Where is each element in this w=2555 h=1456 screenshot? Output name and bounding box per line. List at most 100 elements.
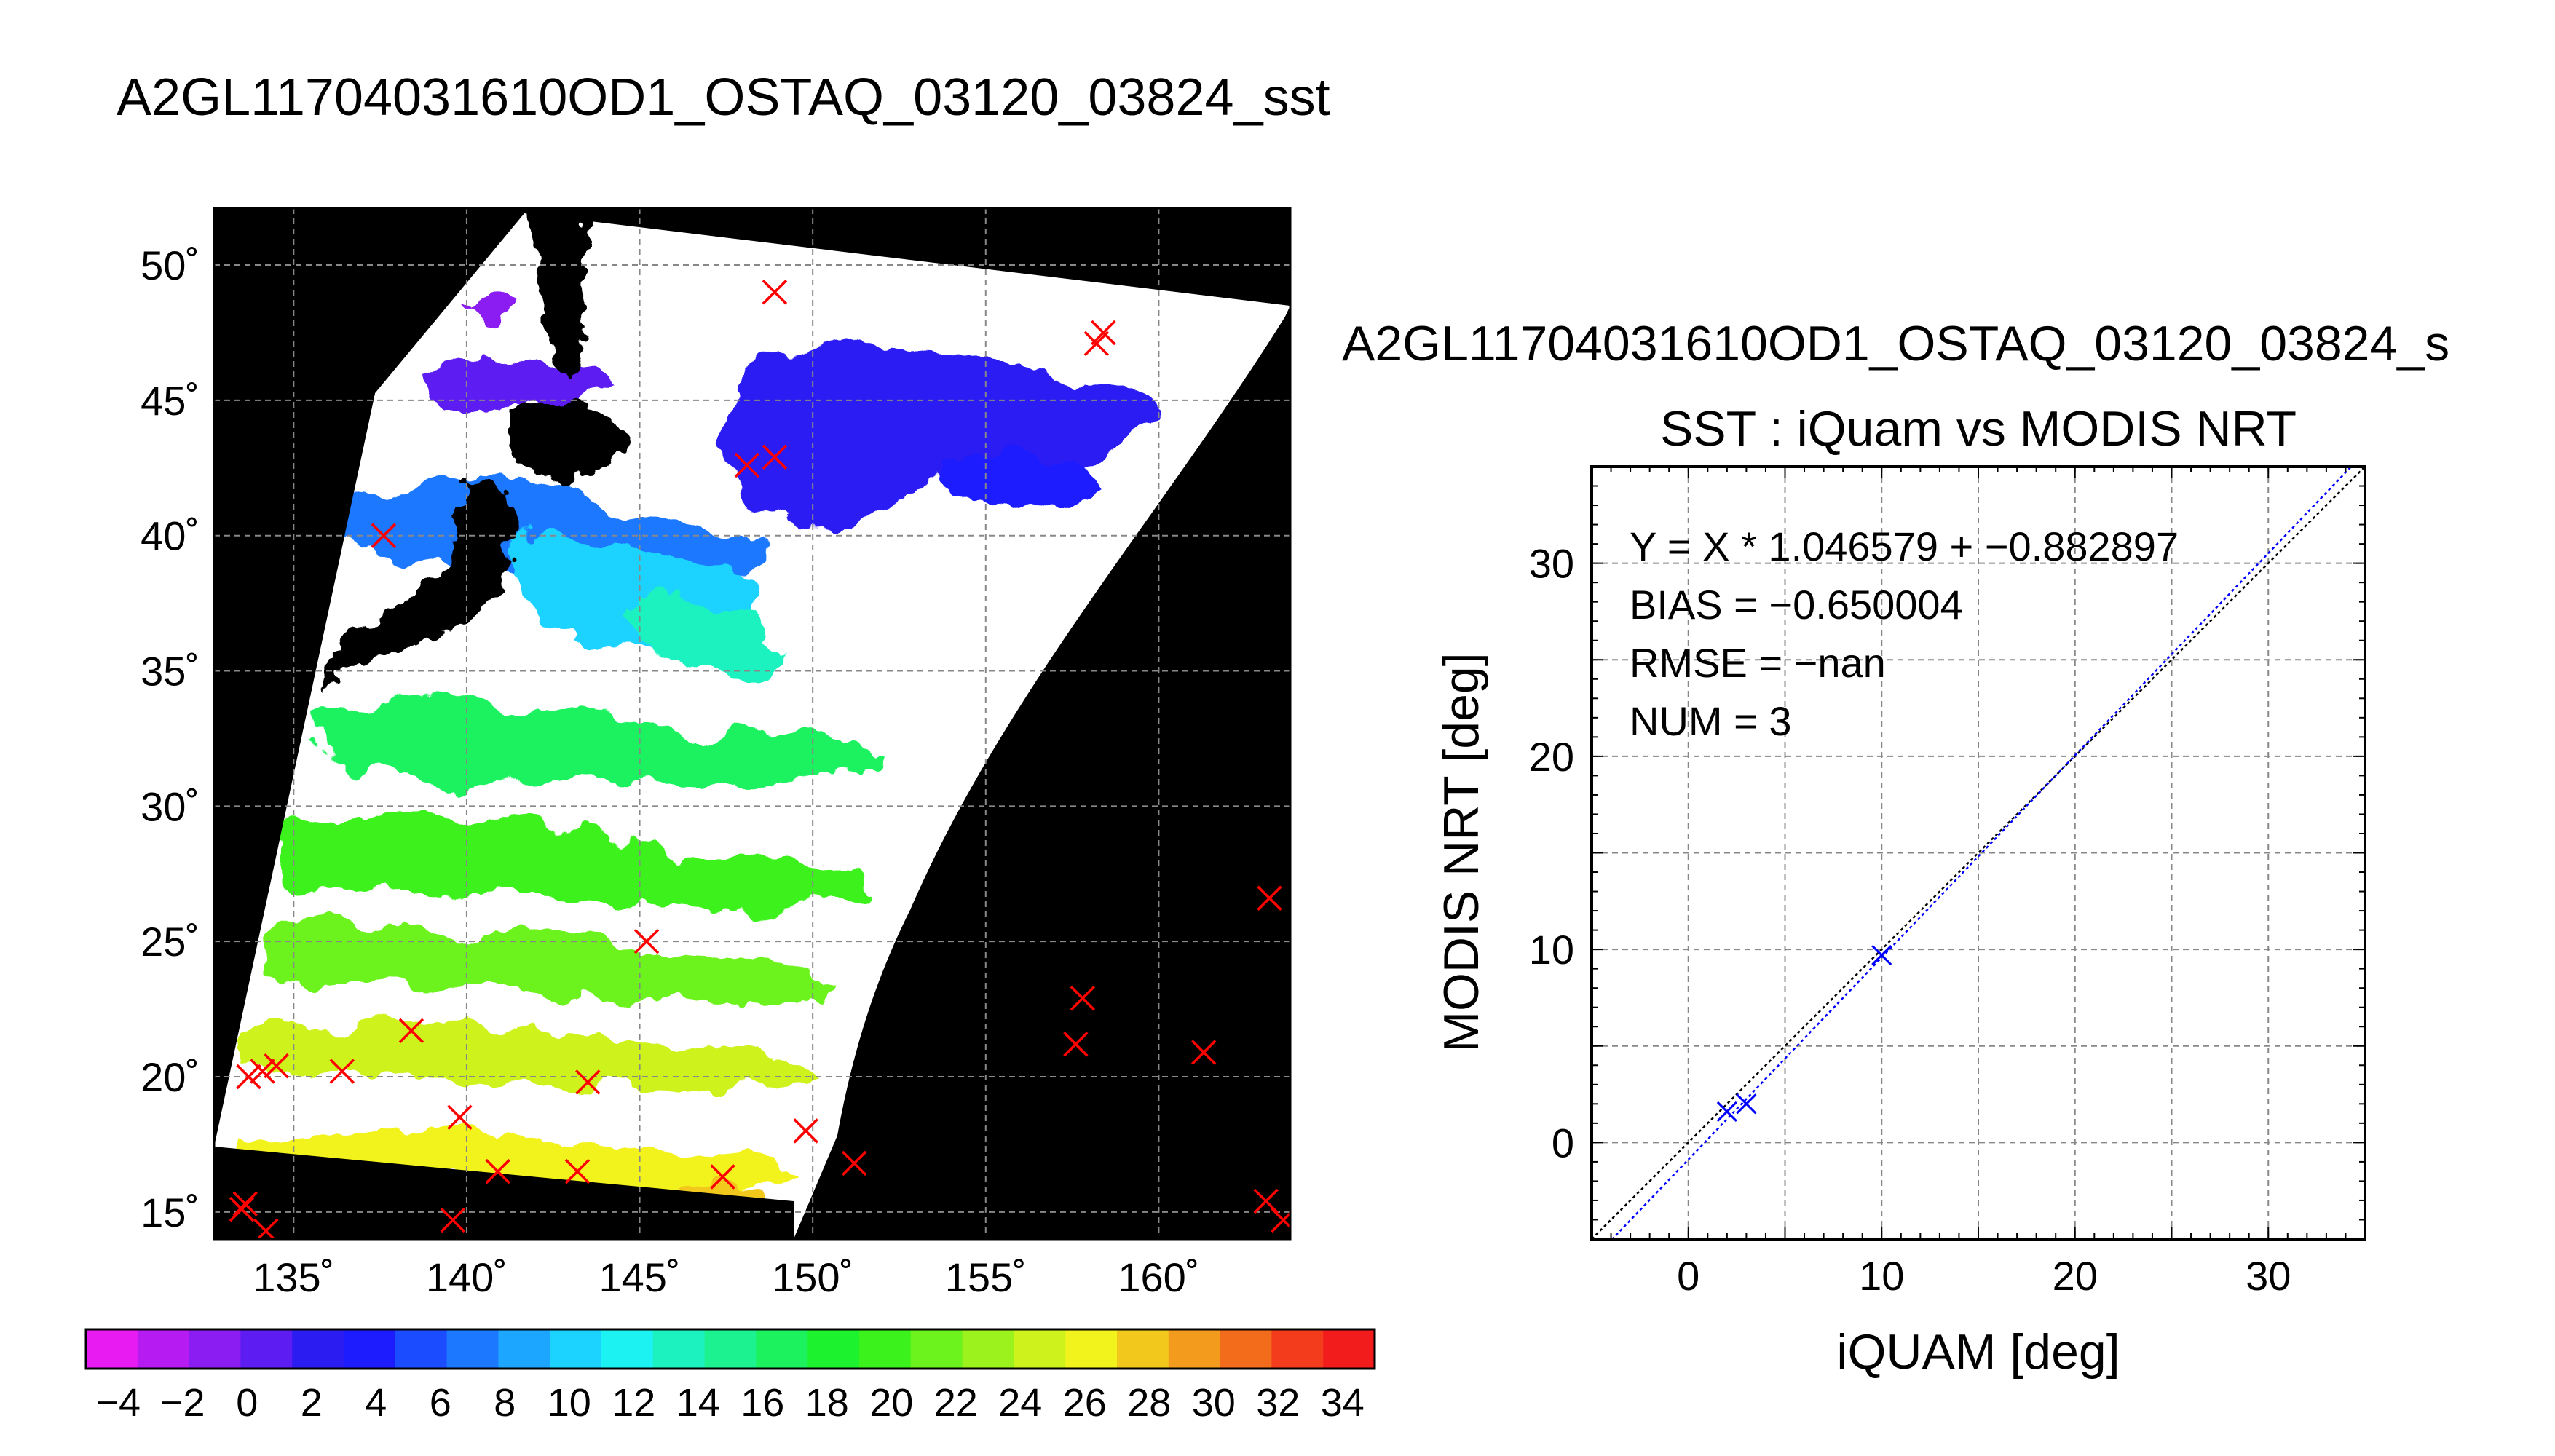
- scatter-grid: [1592, 467, 2365, 1239]
- map-marker: [329, 1059, 355, 1084]
- land-hokkaido: [510, 401, 629, 482]
- colorbar-segment: [1271, 1329, 1324, 1369]
- scatter-ticks: 0 10 20 30 0 10 20 30: [1529, 466, 2366, 1299]
- point-stroke: [1736, 1093, 1757, 1115]
- identity-line: [1592, 467, 2365, 1239]
- colorbar-segment: [1014, 1329, 1066, 1369]
- colorbar-segment: [137, 1329, 190, 1369]
- marker-stroke: [1083, 331, 1110, 357]
- map-marker: [1271, 1207, 1290, 1233]
- scatter-x-tick-label: 20: [2053, 1253, 2098, 1299]
- map-lon-tick-label: 140˚: [426, 1254, 508, 1300]
- colorbar-segment: [498, 1329, 550, 1369]
- map-marker: [1190, 1040, 1217, 1065]
- map-grid: [214, 208, 1290, 1239]
- stats-rmse: RMSE = −nan: [1630, 640, 1886, 686]
- stats-num: NUM = 3: [1630, 698, 1792, 744]
- map-frame: [213, 207, 1292, 1241]
- map-marker: [232, 1191, 258, 1216]
- scatter-x-tick-label: 0: [1677, 1253, 1699, 1299]
- map-marker: [1083, 331, 1110, 357]
- marker-stroke: [1271, 1211, 1290, 1233]
- scatter-x-tick-label: 30: [2246, 1253, 2291, 1299]
- colorbar-tick-label: 6: [430, 1381, 451, 1425]
- scatter-file-title: A2GL11704031610OD1_OSTAQ_03120_03824_s: [1342, 316, 2449, 371]
- land-sakhalin: [524, 213, 588, 376]
- map-marker: [841, 1150, 867, 1176]
- colorbar-tick-label: 16: [741, 1381, 784, 1425]
- map-lon-tick-label: 145˚: [599, 1254, 680, 1300]
- sst-patch: [635, 597, 786, 676]
- map-marker: [447, 1104, 473, 1130]
- colorbar-tick-label: 20: [869, 1381, 913, 1425]
- map-marker: [1070, 985, 1096, 1011]
- scatter-point: [1716, 1101, 1737, 1122]
- marker-stroke: [1063, 1032, 1089, 1057]
- marker-stroke: [575, 1069, 601, 1095]
- map-marker: [398, 1018, 424, 1044]
- colorbar-tick-label: 24: [998, 1381, 1042, 1425]
- colorbar-tick-label: 26: [1063, 1381, 1107, 1425]
- map-markers: [229, 279, 1290, 1239]
- colorbar-tick-label: 34: [1321, 1381, 1365, 1425]
- outside-swath: [524, 208, 1290, 306]
- map-marker: [1091, 320, 1116, 346]
- sst-patch: [722, 341, 1165, 529]
- marker-stroke: [1257, 885, 1282, 911]
- marker-stroke: [1253, 1188, 1279, 1214]
- marker-stroke: [236, 1064, 261, 1090]
- sst-patch: [277, 817, 874, 909]
- colorbar-tick-label: 2: [301, 1381, 323, 1425]
- map-marker: [1257, 885, 1282, 911]
- colorbar-tick-label: 12: [612, 1381, 655, 1425]
- colorbar-segment: [292, 1329, 344, 1369]
- marker-stroke: [710, 1164, 735, 1190]
- map-marker: [264, 1053, 289, 1079]
- marker-stroke: [734, 452, 760, 478]
- marker-stroke: [371, 523, 397, 548]
- colorbar-tick-label: −4: [95, 1381, 141, 1425]
- marker-stroke: [440, 1207, 466, 1233]
- marker-stroke: [762, 444, 788, 470]
- scatter-y-tick-label: 10: [1529, 927, 1574, 973]
- map-tick-labels: 135˚ 140˚ 145˚ 150˚ 155˚ 160˚ 15˚ 20˚ 25˚ 30˚ 35˚ 4…: [141, 242, 1199, 1300]
- marker-stroke: [250, 1059, 275, 1084]
- map-lon-tick-label: 135˚: [253, 1254, 334, 1300]
- scatter-x-tick-label: 10: [1859, 1253, 1904, 1299]
- page-title: A2GL11704031610OD1_OSTAQ_03120_03824_sst: [117, 68, 1330, 127]
- scatter-title: SST : iQuam vs MODIS NRT: [1660, 401, 2297, 456]
- scatter-point: [1736, 1093, 1757, 1115]
- colorbar-tick-label: 4: [365, 1381, 387, 1425]
- marker-stroke: [232, 1191, 258, 1216]
- map-marker: [371, 523, 397, 548]
- sst-patch: [240, 1022, 830, 1091]
- stats-fit-equation: Y = X * 1.046579 + −0.882897: [1630, 523, 2179, 569]
- colorbar: −4 −2 0 2 4 6 8 10 12 14 16 18 20 22 24 26 28 30 32 34: [84, 1328, 1376, 1425]
- colorbar-tick-label: 18: [805, 1381, 849, 1425]
- map-marker: [236, 1064, 261, 1090]
- sst-map: 135˚ 140˚ 145˚ 150˚ 155˚ 160˚ 15˚ 20˚ 25˚ 30˚ 35˚ 4…: [141, 207, 1292, 1300]
- map-lat-tick-label: 35˚: [141, 649, 200, 695]
- sst-patch: [466, 296, 515, 331]
- map-lat-tick-label: 45˚: [141, 378, 200, 424]
- colorbar-segment: [859, 1329, 912, 1369]
- map-lon-tick-label: 155˚: [945, 1254, 1027, 1300]
- map-marker: [633, 928, 660, 954]
- colorbar-tick-label: 10: [548, 1381, 591, 1425]
- scatter-y-tick-label: 30: [1529, 541, 1574, 587]
- map-marker: [793, 1118, 818, 1144]
- scatter-point: [1871, 945, 1892, 966]
- outside-swath: [794, 306, 1290, 1239]
- outside-swath: [214, 1147, 794, 1239]
- map-marker: [710, 1164, 735, 1190]
- marker-stroke: [485, 1158, 510, 1184]
- map-lat-tick-label: 30˚: [141, 783, 200, 829]
- map-marker: [1063, 1032, 1089, 1057]
- marker-stroke: [229, 1196, 255, 1222]
- colorbar-frame: [84, 1328, 1376, 1370]
- colorbar-segment: [446, 1329, 499, 1369]
- colorbar-tick-label: 8: [494, 1381, 516, 1425]
- colorbar-segment: [601, 1329, 654, 1369]
- scatter-y-tick-label: 20: [1529, 734, 1574, 780]
- marker-stroke: [762, 279, 788, 305]
